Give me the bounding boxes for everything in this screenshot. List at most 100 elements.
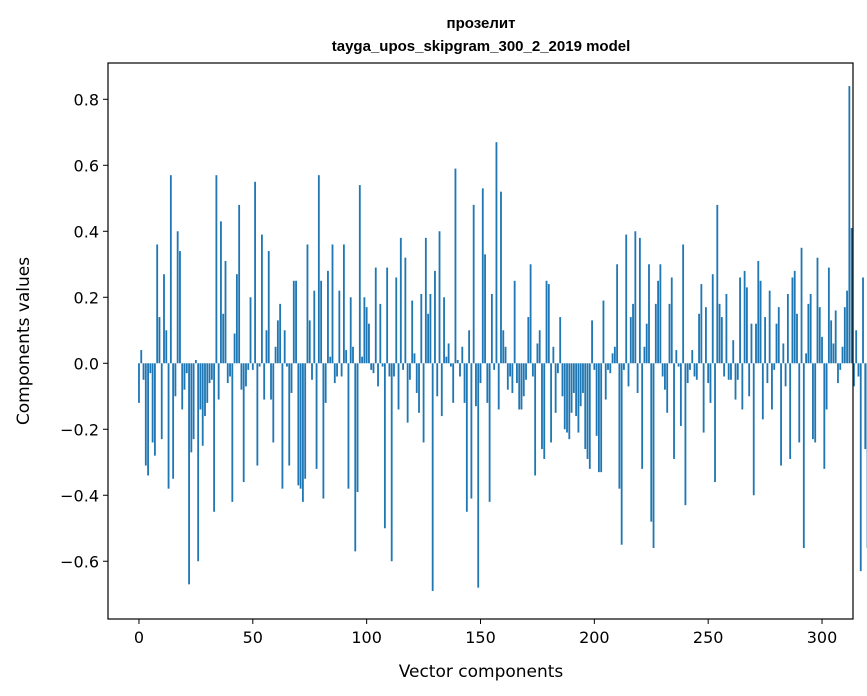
x-tick-label: 200 — [579, 628, 610, 647]
bar-component-30 — [206, 363, 209, 403]
bar-component-81 — [322, 363, 325, 499]
bar-component-257 — [723, 363, 726, 377]
bar-component-8 — [156, 244, 159, 364]
bar-component-268 — [748, 363, 751, 397]
bar-component-232 — [666, 363, 669, 413]
bar-component-187 — [563, 363, 566, 430]
bar-component-203 — [600, 363, 603, 473]
bar-component-87 — [336, 363, 338, 377]
bar-component-256 — [720, 317, 723, 364]
bar-component-155 — [490, 293, 493, 364]
bar-component-117 — [404, 257, 407, 364]
bar-component-204 — [602, 300, 605, 364]
bar-component-304 — [830, 320, 833, 364]
bar-component-118 — [406, 363, 409, 423]
bar-component-31 — [208, 363, 211, 384]
bar-component-225 — [650, 363, 653, 522]
bar-component-165 — [513, 280, 516, 364]
bar-component-273 — [759, 280, 762, 364]
bar-component-251 — [709, 363, 712, 403]
bar-component-255 — [718, 303, 721, 364]
bar-component-168 — [520, 363, 523, 410]
bar-component-23 — [190, 363, 193, 453]
bar-component-42 — [233, 333, 236, 364]
bar-component-125 — [422, 363, 425, 443]
bar-component-108 — [383, 363, 386, 529]
bar-component-226 — [652, 363, 655, 549]
bar-component-100 — [365, 307, 368, 364]
bar-component-280 — [775, 323, 778, 364]
bar-component-285 — [786, 293, 789, 364]
chart-title-line-1: прозелит — [447, 15, 516, 32]
bar-component-198 — [588, 363, 591, 469]
bar-component-7 — [153, 363, 156, 456]
y-axis-label: Components values — [14, 257, 34, 425]
bar-component-143 — [463, 363, 466, 403]
bar-component-115 — [399, 237, 402, 364]
bar-component-78 — [315, 363, 318, 469]
bar-component-70 — [297, 363, 300, 486]
bar-component-276 — [766, 363, 769, 384]
bar-component-307 — [837, 363, 839, 384]
bar-component-230 — [661, 363, 664, 377]
bar-component-319 — [864, 363, 867, 450]
bar-component-308 — [839, 363, 842, 370]
bar-component-179 — [545, 280, 548, 364]
bar-component-146 — [470, 363, 473, 499]
bar-component-92 — [347, 363, 350, 489]
bar-component-58 — [270, 363, 272, 400]
bar-component-185 — [559, 317, 562, 364]
bar-component-299 — [818, 307, 821, 364]
bar-component-215 — [627, 363, 630, 387]
bar-component-79 — [317, 175, 320, 364]
bar-component-300 — [821, 336, 823, 364]
bar-component-216 — [629, 317, 632, 364]
bar-component-157 — [495, 142, 498, 364]
bar-component-227 — [654, 303, 657, 364]
bar-component-177 — [541, 363, 543, 450]
bar-component-207 — [609, 363, 612, 374]
bar-component-126 — [424, 237, 427, 364]
bar-component-281 — [777, 307, 780, 364]
bar-component-223 — [645, 323, 648, 364]
bar-component-65 — [286, 363, 288, 367]
bar-component-297 — [814, 363, 817, 443]
bar-component-264 — [739, 277, 741, 364]
bar-component-12 — [165, 330, 168, 364]
y-axis-ticks: −0.6 −0.4 −0.2 0.0 0.2 0.4 0.6 0.8 — [60, 90, 108, 571]
bar-component-113 — [395, 277, 398, 364]
bar-component-228 — [657, 280, 660, 364]
bar-component-127 — [427, 313, 430, 364]
bar-component-190 — [570, 363, 573, 413]
bar-component-161 — [504, 346, 507, 364]
bar-component-243 — [691, 350, 694, 364]
bar-component-250 — [707, 363, 710, 384]
bar-component-275 — [764, 317, 767, 364]
y-tick-label: −0.6 — [60, 552, 99, 571]
bar-component-259 — [727, 363, 730, 380]
bar-component-83 — [327, 270, 329, 364]
bar-component-172 — [529, 264, 532, 364]
bar-component-5 — [149, 363, 152, 374]
bar-component-95 — [354, 363, 357, 552]
bar-component-57 — [267, 251, 270, 364]
bar-component-101 — [368, 323, 370, 364]
bar-component-80 — [320, 280, 323, 364]
bar-component-169 — [522, 363, 525, 397]
bar-component-233 — [668, 303, 671, 364]
bar-component-212 — [620, 363, 623, 545]
bar-component-305 — [832, 343, 835, 364]
x-axis-label: Vector components — [399, 662, 564, 682]
y-tick-label: 0.4 — [74, 222, 99, 241]
bar-component-267 — [745, 287, 748, 364]
bar-component-13 — [167, 363, 170, 489]
bar-component-6 — [151, 363, 154, 443]
bar-component-122 — [415, 363, 418, 393]
bar-component-234 — [670, 277, 673, 364]
bar-component-144 — [465, 363, 468, 512]
bar-component-2 — [142, 363, 145, 380]
bar-component-20 — [183, 363, 186, 390]
bar-component-189 — [568, 363, 571, 440]
bar-component-191 — [572, 363, 575, 393]
bar-component-222 — [643, 346, 646, 364]
